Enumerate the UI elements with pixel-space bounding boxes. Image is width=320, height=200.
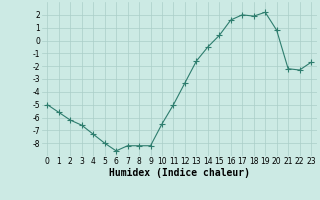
X-axis label: Humidex (Indice chaleur): Humidex (Indice chaleur) <box>109 168 250 178</box>
